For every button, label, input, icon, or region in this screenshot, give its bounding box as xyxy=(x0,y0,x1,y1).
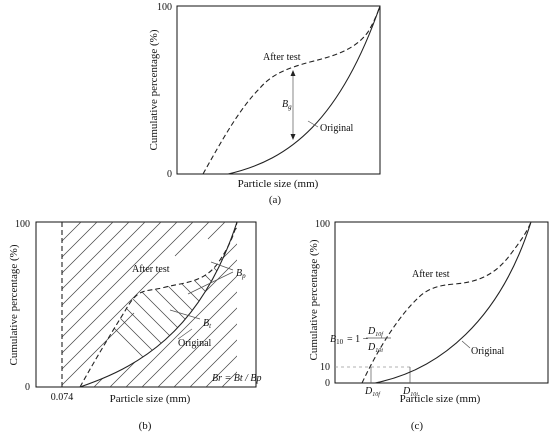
panel-b-frame xyxy=(35,221,257,388)
panel-b-after-test-curve xyxy=(79,221,238,388)
panel-c-formula-lhs-main: B xyxy=(330,334,336,345)
panel-b-original-curve xyxy=(79,221,238,388)
panel-c-formula-den-main: D xyxy=(367,342,376,353)
panel-a-bg-sub: g xyxy=(288,103,292,111)
panel-c-caption: (c) xyxy=(411,420,424,432)
panel-a-original-leader xyxy=(307,120,319,128)
panel-b-hatch-original xyxy=(80,222,237,387)
panel-a-original-label: Original xyxy=(320,123,354,134)
panel-c-after-test-label: After test xyxy=(412,269,450,280)
panel-c: 100 10 0 Cumulative percentage (%) Parti… xyxy=(308,219,549,432)
panel-c-y-zero: 0 xyxy=(325,378,330,389)
panel-c-original-curve xyxy=(374,221,532,384)
panel-b-x-tick: 0.074 xyxy=(51,392,74,403)
panel-c-d10f-main: D xyxy=(364,386,373,397)
panel-c-d10i-sub: 10i xyxy=(410,392,418,398)
panel-c-d10f-sub: 10f xyxy=(372,391,381,398)
panel-c-y-ten: 10 xyxy=(320,362,330,373)
panel-a-ylabel: Cumulative percentage (%) xyxy=(148,29,160,150)
panel-c-original-label: Original xyxy=(471,346,505,357)
panel-b-bt-sub: t xyxy=(209,322,212,330)
panel-a-xlabel: Particle size (mm) xyxy=(238,178,319,190)
panel-b-original-label: Original xyxy=(178,338,212,349)
panel-b-bt-main: B xyxy=(203,318,209,329)
panel-a: 100 0 Cumulative percentage (%) Particle… xyxy=(148,2,381,206)
panel-b-ylabel: Cumulative percentage (%) xyxy=(8,244,20,365)
panel-c-formula-num: D10f xyxy=(367,326,384,338)
panel-a-bg-arrow-head-top xyxy=(290,70,296,76)
panel-b: 100 0 Cumulative percentage (%) 0.074 Pa… xyxy=(8,219,262,432)
panel-c-y-top: 100 xyxy=(315,219,330,230)
panel-c-d10i-label: D10i xyxy=(402,386,418,398)
panel-b-bp-label: Bp xyxy=(236,268,246,280)
panel-c-formula-den: D10i xyxy=(367,342,383,354)
panel-a-caption: (a) xyxy=(269,194,282,206)
panel-a-y-top: 100 xyxy=(157,2,172,13)
panel-b-caption: (b) xyxy=(139,420,152,432)
panel-c-formula-lhs: B10 xyxy=(330,334,344,346)
panel-c-frame xyxy=(334,221,549,384)
panel-c-original-leader xyxy=(461,340,471,349)
panel-a-bg-arrow-head-bottom xyxy=(290,134,296,140)
panel-a-bg-main: B xyxy=(282,99,288,110)
panel-c-after-test-curve xyxy=(361,221,532,384)
panel-b-bt-leader xyxy=(169,309,201,320)
panel-c-d10i-main: D xyxy=(402,386,411,397)
panel-c-ylabel: Cumulative percentage (%) xyxy=(308,239,320,360)
panel-b-bt-label: Bt xyxy=(203,318,212,330)
panel-c-formula-eq: = 1 − xyxy=(347,334,369,345)
panel-b-bp-leader-1 xyxy=(210,261,234,271)
panel-a-frame xyxy=(176,5,381,175)
panel-c-formula: B10 = 1 − D10f D10i xyxy=(330,326,391,354)
panel-b-hatch-upper xyxy=(61,221,226,386)
panel-b-bp-sub: p xyxy=(241,272,246,280)
panel-b-bp-leader-2 xyxy=(187,271,234,295)
panel-a-original-curve xyxy=(227,5,381,175)
panel-b-bp-main: B xyxy=(236,268,242,279)
panel-b-after-test-label: After test xyxy=(132,264,170,275)
panel-b-formula: Br = Bt / Bp xyxy=(212,373,262,384)
panel-c-d10f-label: D10f xyxy=(364,386,381,398)
panel-b-y-top: 100 xyxy=(15,219,30,230)
panel-b-original-leader xyxy=(177,328,193,340)
panel-b-y-zero: 0 xyxy=(25,382,30,393)
panel-a-bg-label: Bg xyxy=(282,99,292,111)
panel-a-after-test-label: After test xyxy=(263,52,301,63)
panel-a-after-test-curve xyxy=(202,5,381,175)
panel-c-formula-den-sub: 10i xyxy=(375,348,383,354)
panel-c-xlabel: Particle size (mm) xyxy=(400,393,481,405)
panel-a-y-zero: 0 xyxy=(167,169,172,180)
panel-b-xlabel: Particle size (mm) xyxy=(110,393,191,405)
panel-c-formula-lhs-sub: 10 xyxy=(336,338,344,346)
panel-c-formula-num-sub: 10f xyxy=(375,331,384,338)
panel-c-formula-num-main: D xyxy=(367,326,376,337)
